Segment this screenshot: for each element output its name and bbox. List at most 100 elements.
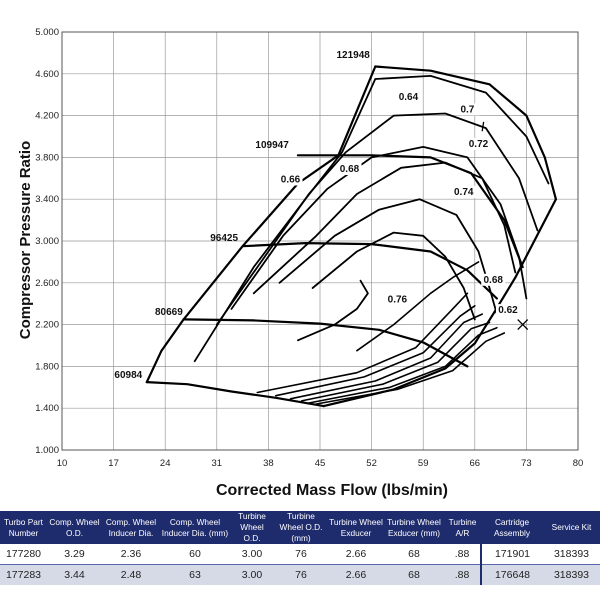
table-cell: 3.00 xyxy=(230,564,274,585)
efficiency-label-bg xyxy=(385,293,410,306)
speed-label: 80669 xyxy=(155,307,183,318)
table-cell: 3.00 xyxy=(230,544,274,565)
efficiency-contour xyxy=(315,332,506,405)
tick-labels: 10 17 24 31 38 45 52 59 66 73 80 1.000 1.400 1.800 2.2… xyxy=(35,27,583,469)
efficiency-contour xyxy=(193,75,550,363)
table-cell: 176648 xyxy=(480,564,543,585)
plot-frame xyxy=(61,31,579,451)
speed-line xyxy=(241,242,498,300)
efficiency-contour xyxy=(215,112,539,326)
y-tick-label: 5.000 xyxy=(35,27,59,38)
efficiency-contour xyxy=(311,231,476,321)
efficiency-label: 0.64 xyxy=(399,92,419,103)
efficiency-label: 0.72 xyxy=(469,139,489,150)
col-header: Comp. Wheel Inducer Dia. (mm) xyxy=(160,511,230,544)
table-row: 177280 3.29 2.36 60 3.00 76 2.66 68 .88 … xyxy=(0,544,600,565)
y-tick-label: 3.800 xyxy=(35,152,59,163)
speed-label: 109947 xyxy=(255,140,289,151)
efficiency-label: 0.68 xyxy=(483,275,503,286)
efficiency-label-bg xyxy=(466,137,491,150)
y-tick-label: 1.400 xyxy=(35,403,59,414)
y-tick-label: 3.000 xyxy=(35,236,59,247)
table-cell: 2.36 xyxy=(102,544,160,565)
turbo-spec-table: Turbo Part Number Comp. Wheel O.D. Comp.… xyxy=(0,511,600,585)
efficiency-label-bg xyxy=(495,304,520,317)
speed-label: 60984 xyxy=(114,370,142,381)
y-tick-label: 4.200 xyxy=(35,111,59,122)
table-cell: 3.44 xyxy=(47,564,102,585)
x-tick-label: 73 xyxy=(521,458,532,469)
y-axis-title: Compressor Pressure Ratio xyxy=(17,141,34,339)
speed-line xyxy=(374,65,558,201)
table-cell: .88 xyxy=(444,564,481,585)
table-cell: 171901 xyxy=(480,544,543,565)
col-header: Turbine Wheel Exducer (mm) xyxy=(384,511,444,544)
speed-line xyxy=(296,154,524,269)
speed-label: 121948 xyxy=(336,50,370,61)
col-header: Turbine Wheel Exducer xyxy=(328,511,384,544)
efficiency-label-bg xyxy=(455,103,480,116)
efficiency-label: 0.66 xyxy=(281,174,301,185)
x-tick-label: 17 xyxy=(108,458,119,469)
col-header: Comp. Wheel O.D. xyxy=(47,511,102,544)
map-labels: 0.64 0.66 0.68 0.7 0.72 0.74 0.76 0.68 0.62 12194… xyxy=(114,50,529,381)
col-header: Turbine Wheel O.D. (mm) xyxy=(274,511,328,544)
table-header-row: Turbo Part Number Comp. Wheel O.D. Comp.… xyxy=(0,511,600,544)
map-lines xyxy=(145,65,558,408)
x-axis-title: Corrected Mass Flow (lbs/min) xyxy=(216,482,448,499)
col-header: Comp. Wheel Inducer Dia. xyxy=(102,511,160,544)
efficiency-label-bg xyxy=(396,90,421,103)
y-tick-label: 2.200 xyxy=(35,320,59,331)
efficiency-label: 0.7 xyxy=(460,104,474,115)
surge-line xyxy=(145,65,377,384)
col-header: Turbine Wheel O.D. xyxy=(230,511,274,544)
x-tick-label: 31 xyxy=(212,458,223,469)
efficiency-contour xyxy=(274,304,476,397)
efficiency-contour xyxy=(230,145,528,310)
speed-label: 96425 xyxy=(210,233,238,244)
efficiency-label-bg xyxy=(481,273,506,286)
table-cell: 76 xyxy=(274,544,328,565)
x-tick-label: 52 xyxy=(366,458,377,469)
y-tick-label: 4.600 xyxy=(35,69,59,80)
table-cell: 60 xyxy=(160,544,230,565)
table-cell: .88 xyxy=(444,544,481,565)
table-cell: 68 xyxy=(384,544,444,565)
speed-line xyxy=(145,381,325,408)
efficiency-label: 0.76 xyxy=(388,295,408,306)
efficiency-label-bg xyxy=(451,186,476,199)
table-cell: 177283 xyxy=(0,564,47,585)
col-header: Cartridge Assembly xyxy=(481,511,543,544)
speed-line xyxy=(182,318,469,368)
x-tick-label: 59 xyxy=(418,458,429,469)
efficiency-contour xyxy=(256,292,469,394)
table-cell: 63 xyxy=(160,564,230,585)
x-tick-label: 38 xyxy=(263,458,274,469)
efficiency-label: 0.68 xyxy=(340,164,360,175)
cross-mark xyxy=(517,319,529,331)
efficiency-contour xyxy=(296,279,369,342)
efficiency-contour xyxy=(356,261,480,352)
efficiency-label-bg xyxy=(278,173,303,186)
efficiency-contour xyxy=(252,161,517,295)
table-cell: 76 xyxy=(274,564,328,585)
x-tick-label: 80 xyxy=(573,458,584,469)
y-tick-label: 3.400 xyxy=(35,194,59,205)
col-header: Turbine A/R xyxy=(444,511,481,544)
table-cell: 2.66 xyxy=(328,544,384,565)
table-cell: 318393 xyxy=(543,544,600,565)
x-tick-label: 24 xyxy=(160,458,171,469)
leader-mark xyxy=(481,121,485,132)
col-header: Turbo Part Number xyxy=(0,511,47,544)
efficiency-contour xyxy=(300,321,491,402)
y-tick-label: 2.600 xyxy=(35,278,59,289)
table-cell: 2.48 xyxy=(102,564,160,585)
table-cell: 318393 xyxy=(543,564,600,585)
y-tick-label: 1.000 xyxy=(35,445,59,456)
efficiency-label: 0.74 xyxy=(454,187,474,198)
compressor-map-chart: 10 17 24 31 38 45 52 59 66 73 80 1.000 1.400 1.800 2.2… xyxy=(17,27,583,499)
x-tick-label: 45 xyxy=(315,458,326,469)
table-cell: 3.29 xyxy=(47,544,102,565)
y-tick-label: 1.800 xyxy=(35,361,59,372)
efficiency-contour xyxy=(289,313,484,400)
